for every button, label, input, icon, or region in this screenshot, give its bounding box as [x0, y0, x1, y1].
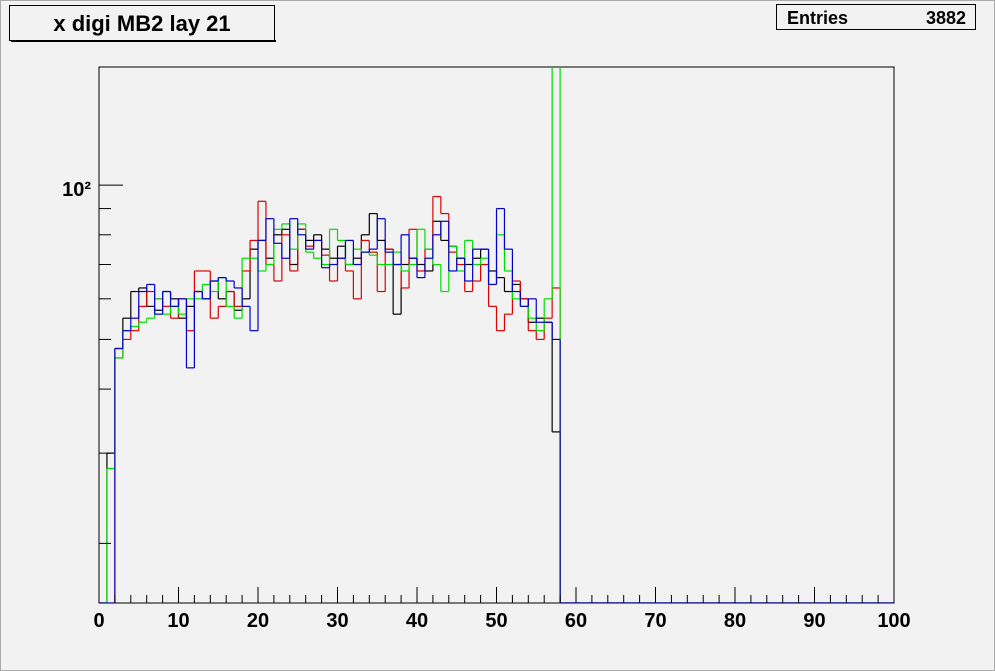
x-tick-label: 20 — [247, 610, 269, 632]
x-tick-label: 0 — [93, 610, 104, 632]
x-tick-label: 60 — [565, 610, 587, 632]
x-tick-label: 70 — [644, 610, 666, 632]
x-tick-label: 80 — [724, 610, 746, 632]
title-box — [9, 5, 275, 41]
plot-frame — [98, 66, 895, 604]
x-tick-label: 100 — [877, 610, 910, 632]
x-tick-label: 30 — [326, 610, 348, 632]
x-tick-label: 50 — [485, 610, 507, 632]
y-tick-label: 10² — [62, 179, 91, 201]
x-tick-label: 10 — [167, 610, 189, 632]
x-tick-label: 40 — [406, 610, 428, 632]
chart-title: x digi MB2 lay 21 — [53, 11, 230, 36]
plot — [99, 67, 894, 603]
stats-value: 3882 — [926, 8, 966, 28]
x-tick-label: 90 — [803, 610, 825, 632]
title-shadow — [11, 40, 276, 42]
stats-box — [776, 4, 976, 30]
stats-label: Entries — [787, 8, 848, 28]
